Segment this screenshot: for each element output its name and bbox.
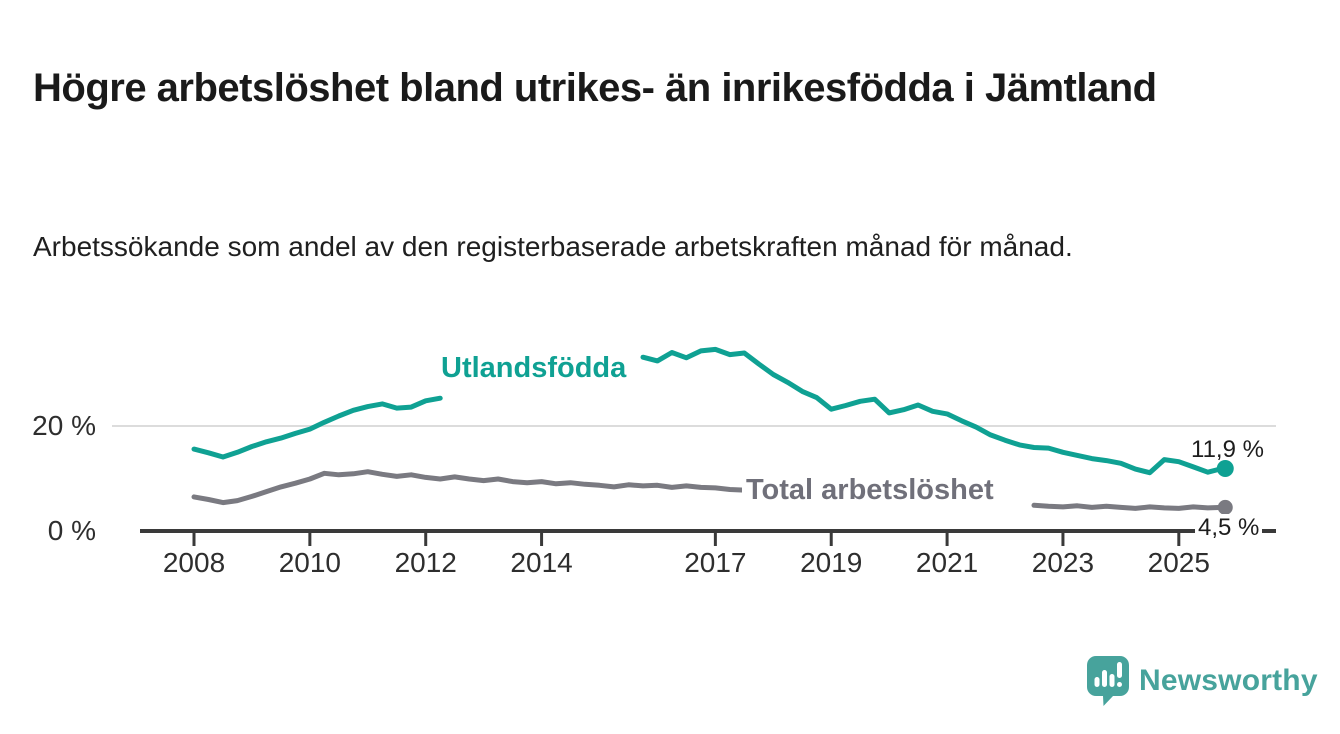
y-axis-tick-label-20: 20 % <box>32 410 96 441</box>
x-axis-tick-label: 2023 <box>1031 547 1095 578</box>
x-axis-tick-label: 2010 <box>278 547 342 578</box>
series-end-dot-utlandsfodda <box>1216 460 1234 478</box>
end-value-label-total: 4,5 % <box>1195 514 1263 542</box>
x-axis-tick-label: 2025 <box>1147 547 1210 578</box>
y-axis-tick-label-0: 0 % <box>47 515 96 546</box>
chart-title: Högre arbetslöshet bland utrikes- än inr… <box>33 65 1157 110</box>
chart-subtitle: Arbetssökande som andel av den registerb… <box>33 231 1073 262</box>
x-axis-tick-label: 2008 <box>162 547 226 578</box>
x-axis-tick-label: 2012 <box>394 547 457 578</box>
series-label-utlandsfodda: Utlandsfödda <box>437 352 631 385</box>
series-line-total <box>191 469 747 506</box>
series-line-utlandsfodda <box>191 395 443 460</box>
series-end-dot-total <box>1217 499 1233 515</box>
newsworthy-logo-text: Newsworthy <box>1139 664 1318 697</box>
x-axis-tick-label: 2021 <box>915 547 979 578</box>
series-line-total <box>1031 502 1225 511</box>
x-axis-tick-label: 2019 <box>800 547 863 578</box>
newsworthy-logo-icon <box>1087 656 1129 706</box>
end-value-label-utlandsfodda: 11,9 % <box>1191 436 1264 463</box>
series-line-utlandsfodda <box>640 346 1225 476</box>
series-label-total-arbetsloshet: Total arbetslöshet <box>742 474 998 507</box>
x-axis-tick-label: 2017 <box>684 547 747 578</box>
x-axis-tick-label: 2014 <box>510 547 573 578</box>
newsworthy-logo: Newsworthy <box>1086 655 1318 707</box>
